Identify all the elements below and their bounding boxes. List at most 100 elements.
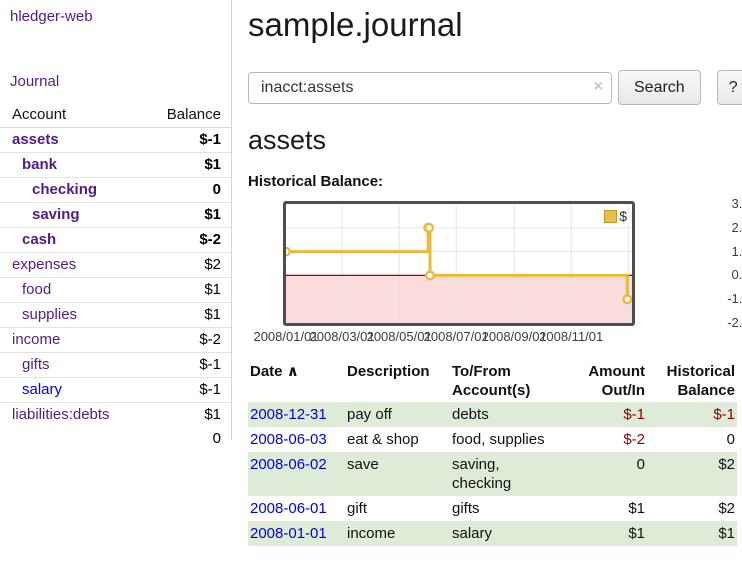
transaction-date-link[interactable]: 2008-06-03	[250, 431, 327, 448]
transaction-date-link[interactable]: 2008-06-01	[250, 500, 327, 517]
account-balance: $1	[136, 152, 231, 178]
transaction-balance: $2	[718, 456, 735, 473]
account-link[interactable]: income	[12, 331, 61, 348]
account-balance: $1	[136, 302, 231, 328]
column-header-balance: Historical Balance	[666, 363, 735, 399]
transaction-balance: 0	[726, 431, 735, 448]
account-link[interactable]: supplies	[22, 306, 78, 323]
account-row: supplies $1	[0, 302, 231, 328]
search-button[interactable]: Search	[618, 70, 701, 105]
transaction-row[interactable]: 2008-12-31 pay off debts $-1 $-1	[248, 402, 737, 427]
column-header-amount: Amount Out/In	[588, 363, 645, 399]
accounts-total-row: 0	[0, 427, 231, 451]
account-balance: $-2	[136, 327, 231, 353]
account-row: saving $1	[0, 202, 231, 228]
transaction-row[interactable]: 2008-06-03 eat & shop food, supplies $-2 0	[248, 427, 737, 452]
account-link[interactable]: gifts	[22, 356, 50, 373]
transaction-accounts: saving, checking	[452, 456, 512, 492]
account-row: income $-2	[0, 327, 231, 353]
chart-plot-area[interactable]: $	[283, 201, 635, 326]
y-tick-label: -2.0	[727, 315, 742, 330]
accounts-total-balance: 0	[212, 430, 221, 447]
column-header-date[interactable]: Date ∧	[250, 363, 299, 380]
transaction-accounts: salary	[452, 525, 493, 542]
search-bar: × Search ?	[248, 70, 742, 105]
x-tick-label: 2008/07/01	[423, 329, 489, 344]
transaction-amount: $-1	[623, 406, 645, 423]
account-row: checking 0	[0, 177, 231, 203]
column-header-description: Description	[347, 363, 430, 380]
legend-label: $	[619, 208, 627, 224]
transaction-date-link[interactable]: 2008-01-01	[250, 525, 327, 542]
account-link[interactable]: salary	[22, 381, 63, 398]
legend-swatch	[604, 209, 618, 223]
transaction-row[interactable]: 2008-01-01 income salary $1 $1	[248, 521, 737, 546]
transaction-amount: $-2	[623, 431, 645, 448]
account-row: expenses $2	[0, 252, 231, 278]
transaction-row[interactable]: 2008-06-02 save saving, checking 0 $2	[248, 452, 737, 496]
accounts-table: Account Balance assets $-1 bank $1 checking 0…	[0, 103, 231, 451]
sidebar: hledger-web Journal Account Balance asse…	[0, 0, 232, 447]
journal-nav-link[interactable]: Journal	[10, 73, 60, 90]
y-tick-label: 3.0	[731, 196, 742, 211]
account-link[interactable]: liabilities:debts	[12, 406, 110, 423]
transaction-date-link[interactable]: 2008-12-31	[250, 406, 327, 423]
account-balance: $-1	[199, 131, 221, 148]
account-row: gifts $-1	[0, 352, 231, 378]
transaction-accounts: food, supplies	[452, 431, 545, 448]
x-tick-label: 2008/05/01	[366, 329, 432, 344]
account-row: liabilities:debts $1	[0, 402, 231, 427]
search-input[interactable]	[248, 71, 612, 104]
account-link[interactable]: food	[22, 281, 52, 298]
account-balance: $-1	[136, 377, 231, 403]
accounts-header-account: Account	[0, 103, 137, 128]
account-row: assets $-1	[0, 128, 231, 153]
account-balance: $-1	[136, 352, 231, 378]
account-link[interactable]: saving	[32, 206, 80, 223]
transactions-table: Date ∧ Description To/From Account(s) Am…	[248, 360, 737, 546]
account-balance: $-2	[136, 227, 231, 253]
transaction-date-link[interactable]: 2008-06-02	[250, 456, 327, 473]
clear-search-icon[interactable]: ×	[593, 77, 603, 95]
transaction-amount: $1	[628, 525, 645, 542]
help-button[interactable]: ?	[716, 70, 742, 105]
app-brand-link[interactable]: hledger-web	[10, 8, 93, 25]
chart-legend: $	[602, 207, 629, 225]
account-row: salary $-1	[0, 377, 231, 403]
chart-canvas	[286, 204, 632, 323]
transaction-amount: 0	[636, 456, 645, 473]
account-balance: 0	[136, 177, 231, 203]
transaction-accounts: debts	[452, 406, 489, 423]
y-tick-label: 1.0	[731, 243, 742, 259]
transaction-balance: $2	[718, 500, 735, 517]
y-tick-label: -1.0	[727, 291, 742, 307]
account-link[interactable]: expenses	[12, 256, 77, 273]
historical-balance-chart: 3.0 2.0 1.0 0.0 -1.0 -2.0 $ 2008/01/012008/03…	[248, 196, 742, 345]
chart-label: Historical Balance:	[248, 173, 384, 190]
transaction-description: save	[347, 456, 379, 473]
account-link[interactable]: assets	[12, 131, 59, 148]
x-tick-label: 2008/01/01	[253, 329, 319, 344]
x-tick-label: 2008/09/01	[481, 329, 547, 344]
transaction-description: income	[347, 525, 396, 542]
account-title: assets	[248, 125, 327, 155]
y-tick-label: 2.0	[731, 219, 742, 235]
main-content: sample.journal × Search ? assets Histori…	[232, 0, 742, 582]
column-header-accounts: To/From Account(s)	[452, 363, 531, 399]
account-row: bank $1	[0, 152, 231, 178]
chart-x-axis-labels: 2008/01/01 2008/03/01 2008/05/01 2008/07/01…	[253, 329, 632, 345]
transaction-balance: $-1	[713, 406, 735, 423]
page-title: sample.journal	[248, 6, 463, 43]
account-row: food $1	[0, 277, 231, 303]
account-link[interactable]: checking	[32, 181, 98, 198]
y-tick-label: 0.0	[731, 267, 742, 283]
account-row: cash $-2	[0, 227, 231, 253]
transaction-description: pay off	[347, 406, 392, 423]
x-tick-label: 2008/03/01	[309, 329, 375, 344]
account-link[interactable]: cash	[22, 231, 57, 248]
transaction-row[interactable]: 2008-06-01 gift gifts $1 $2	[248, 496, 737, 521]
account-link[interactable]: bank	[22, 156, 58, 173]
transaction-description: gift	[347, 500, 368, 517]
transaction-amount: $1	[628, 500, 645, 517]
account-balance: $1	[136, 402, 231, 427]
